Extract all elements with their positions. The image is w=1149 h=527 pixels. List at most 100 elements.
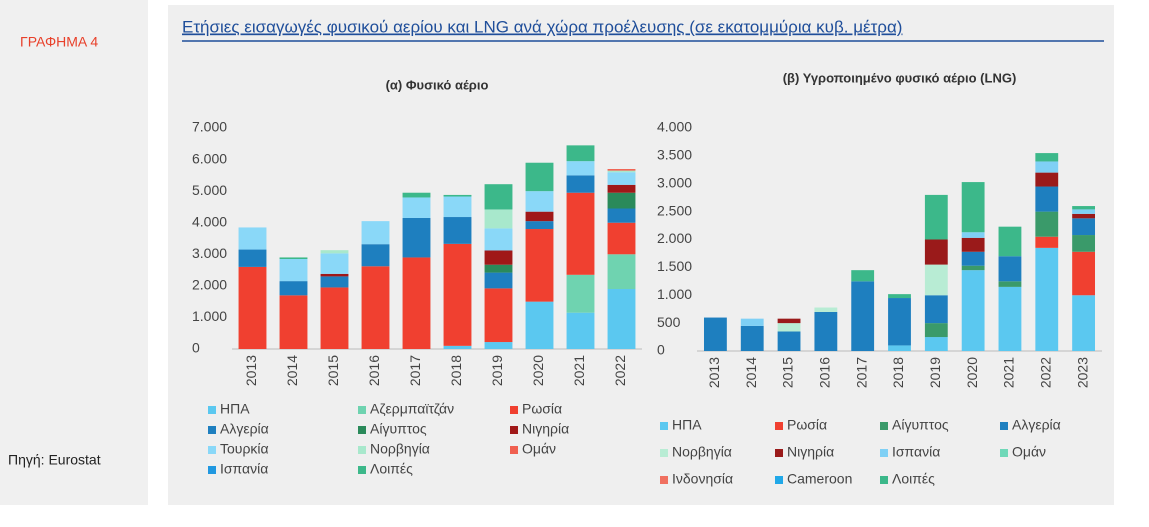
bar-segment (888, 298, 911, 346)
bar-segment (402, 192, 431, 198)
bar-segment (998, 256, 1022, 282)
bar-segment (924, 323, 948, 338)
bar-segment (484, 264, 513, 273)
x-tick-label: 2020 (964, 357, 980, 388)
bar-segment (740, 318, 764, 326)
legend-swatch (660, 476, 668, 484)
bar-segment (320, 250, 349, 254)
legend-swatch (775, 422, 783, 430)
bar-segment (814, 307, 838, 312)
legend-swatch (1000, 422, 1008, 430)
bar-segment (1072, 209, 1096, 214)
bar-segment (777, 331, 801, 351)
bar-segment (484, 288, 513, 343)
legend-swatch (510, 446, 518, 454)
y-tick-label: 1.500 (657, 258, 692, 274)
x-tick-label: 2018 (890, 357, 906, 388)
bar-segment (1072, 295, 1096, 351)
bar-segment (703, 317, 727, 351)
bar-segment (607, 192, 636, 209)
bar-segment (1072, 235, 1096, 252)
bar-segment (998, 281, 1022, 287)
x-tick-label: 2017 (407, 355, 423, 386)
bar-segment (607, 172, 636, 185)
bar-segment (851, 270, 875, 282)
sidebar (0, 0, 148, 505)
bar-segment (1035, 211, 1059, 237)
bar-segment (961, 232, 985, 238)
y-tick-label: 1.000 (657, 286, 692, 302)
bar-segment (484, 342, 513, 349)
bar-segment (607, 169, 636, 171)
legend-swatch (208, 446, 216, 454)
bar-segment (402, 217, 431, 258)
legend-label: Λοιπές (370, 461, 413, 477)
x-tick-label: 2021 (571, 355, 587, 386)
bar-segment (320, 273, 349, 277)
legend-label: Ομάν (522, 441, 556, 457)
x-tick-label: 2015 (325, 355, 341, 386)
legend-label: Τουρκία (220, 441, 269, 457)
legend-label: Αζερμπαϊτζάν (370, 401, 454, 417)
legend-swatch (510, 426, 518, 434)
bar-segment (924, 239, 948, 265)
y-tick-label: 5.000 (192, 182, 227, 198)
y-tick-label: 3.500 (657, 147, 692, 163)
chart-title: (β) Υγροποιημένο φυσικό αέριο (LNG) (783, 70, 1017, 85)
x-tick-label: 2014 (284, 355, 300, 386)
legend-label: Ρωσία (787, 417, 827, 433)
bar-segment (525, 191, 554, 212)
bar-segment (961, 237, 985, 252)
y-tick-label: 0 (192, 340, 200, 356)
bar-segment (961, 265, 985, 271)
bar-segment (924, 295, 948, 324)
chart-title: (α) Φυσικό αέριο (386, 77, 489, 92)
bar-segment (484, 250, 513, 265)
bar-segment (607, 170, 636, 173)
bar-segment (1035, 236, 1059, 248)
bar-segment (279, 281, 308, 296)
x-tick-label: 2022 (612, 355, 628, 386)
bar-segment (320, 253, 349, 274)
legend-swatch (880, 449, 888, 457)
bar-segment (320, 276, 349, 288)
x-tick-label: 2018 (448, 355, 464, 386)
x-tick-label: 2021 (1001, 357, 1017, 388)
y-tick-label: 2.500 (657, 202, 692, 218)
x-tick-label: 2014 (743, 357, 759, 388)
bar-segment (484, 209, 513, 229)
legend-swatch (660, 449, 668, 457)
bar-segment (443, 243, 472, 346)
bar-segment (566, 192, 595, 275)
legend-label: Ισπανία (892, 444, 940, 460)
x-tick-label: 2020 (530, 355, 546, 386)
legend-label: Αλγερία (1012, 417, 1061, 433)
legend-label: Ισπανία (220, 461, 268, 477)
bar-segment (484, 184, 513, 210)
bar-segment (238, 249, 267, 267)
y-tick-label: 7.000 (192, 119, 227, 135)
x-tick-label: 2013 (243, 355, 259, 386)
bar-segment (238, 266, 267, 349)
bar-segment (607, 289, 636, 349)
bar-segment (443, 194, 472, 197)
bar-segment (1035, 161, 1059, 173)
bar-segment (777, 318, 801, 324)
bar-segment (888, 345, 911, 351)
bar-segment (1072, 218, 1096, 236)
x-tick-label: 2019 (927, 357, 943, 388)
bar-segment (361, 244, 390, 267)
legend-label: Cameroon (787, 471, 852, 487)
legend-swatch (358, 426, 366, 434)
bar-segment (525, 301, 554, 349)
x-tick-label: 2015 (780, 357, 796, 388)
legend-label: Ινδονησία (672, 471, 733, 487)
bar-segment (851, 281, 875, 351)
bar-segment (238, 227, 267, 250)
bar-segment (443, 217, 472, 244)
bar-segment (525, 221, 554, 230)
bar-segment (924, 337, 948, 351)
bar-segment (961, 251, 985, 266)
x-tick-label: 2022 (1037, 357, 1053, 388)
legend-label: ΗΠΑ (220, 401, 250, 417)
